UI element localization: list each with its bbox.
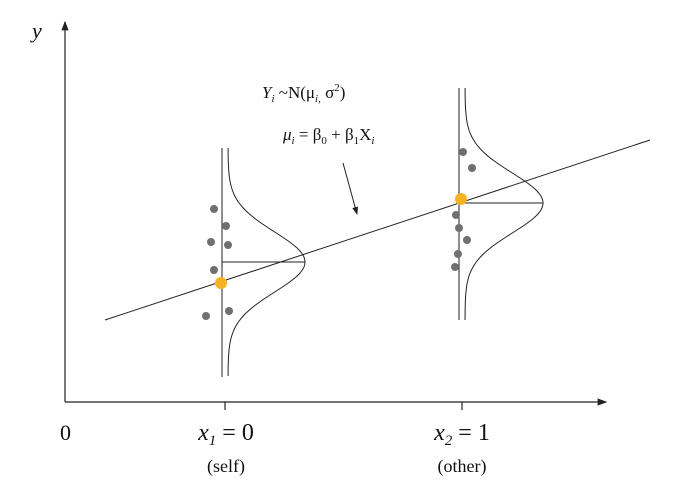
text-part: i [371, 135, 374, 147]
text-part: X [359, 125, 371, 144]
text-part: 1 [209, 433, 217, 449]
text-part: x [433, 420, 445, 446]
pointer-arrow [342, 162, 359, 215]
group-caption: (self) [207, 456, 245, 477]
formula-distribution: Yi ~N(μi, σ2) [262, 82, 345, 105]
origin-label: 0 [60, 420, 71, 445]
observations [451, 148, 476, 271]
y-label: y [30, 18, 42, 43]
text-part: 2 [445, 433, 453, 449]
group-label: x2 = 1 [433, 420, 490, 449]
text-part: i [292, 135, 295, 147]
text-part: 0 [321, 135, 327, 147]
text-part: i, [315, 93, 321, 105]
text-part: = 0 [216, 420, 254, 446]
observations [202, 205, 233, 320]
text-part: σ [321, 83, 334, 102]
formula-mean: μi = β0 + β1Xi [282, 125, 374, 147]
text-part: 1 [354, 135, 360, 147]
text-part: 2 [334, 82, 340, 94]
text-part: μ [282, 125, 292, 144]
text-part: x [197, 420, 209, 446]
text-part: i [271, 93, 274, 105]
text-part: ) [340, 83, 346, 102]
text-part: = β [295, 125, 322, 144]
group-label: x1 = 0 [197, 420, 254, 449]
text-part: Y [262, 83, 273, 102]
text-part: + β [327, 125, 354, 144]
regression-line [104, 139, 651, 321]
normal-curve [227, 148, 306, 376]
text-part: ~N(μ [275, 83, 316, 102]
group-caption: (other) [438, 456, 487, 477]
text-part: = 1 [452, 420, 490, 446]
normal-curve [464, 88, 544, 321]
